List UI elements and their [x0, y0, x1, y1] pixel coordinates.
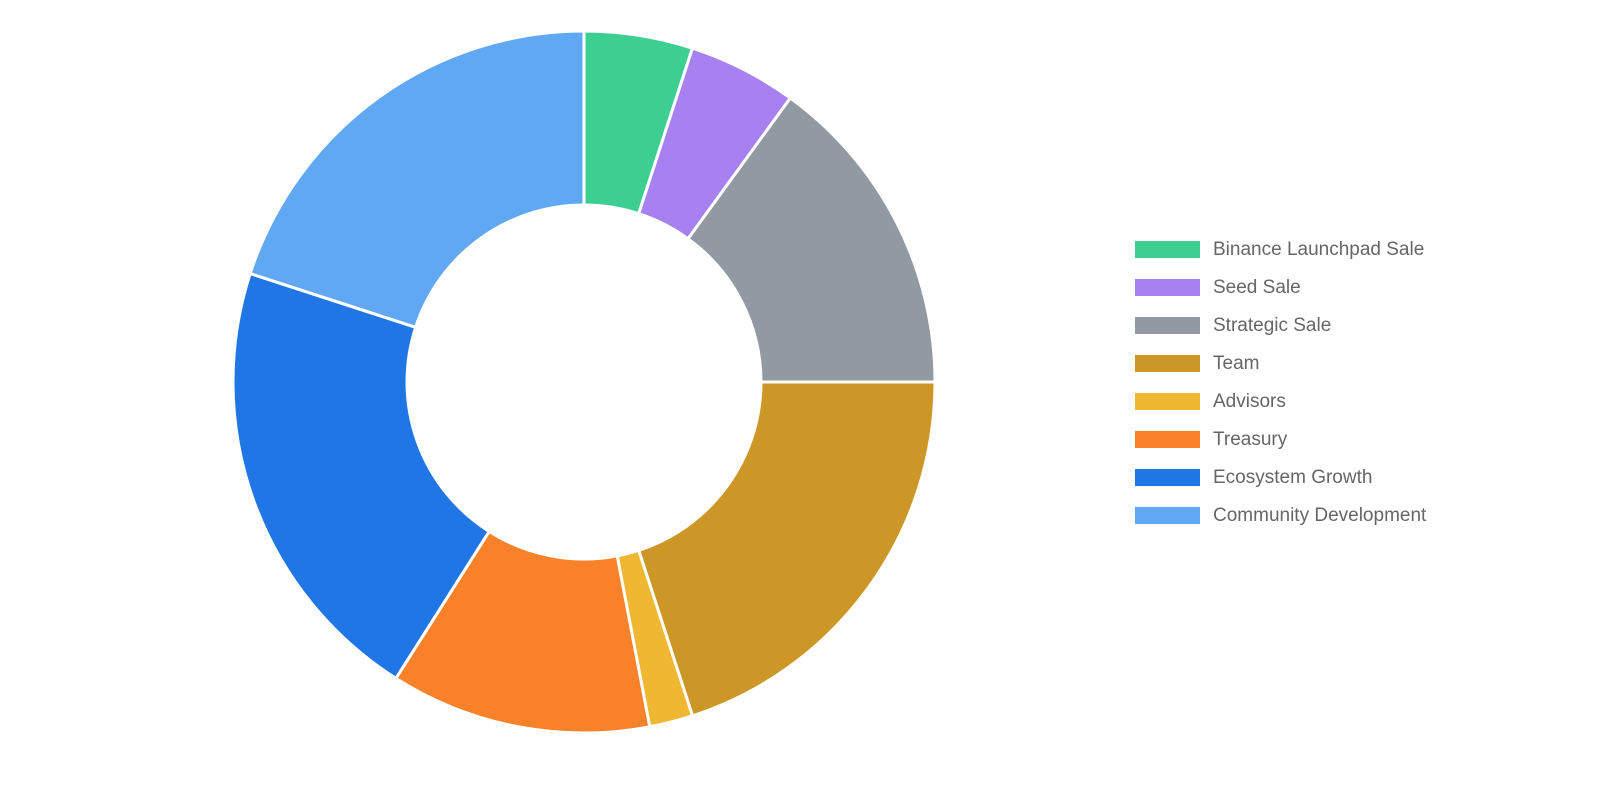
legend-swatch	[1135, 431, 1200, 448]
legend-label: Advisors	[1213, 391, 1286, 412]
legend-swatch	[1135, 469, 1200, 486]
doughnut-segment	[248, 29, 586, 330]
legend-swatch	[1135, 393, 1200, 410]
legend-label: Ecosystem Growth	[1213, 467, 1372, 488]
legend-swatch	[1135, 241, 1200, 258]
legend-label: Treasury	[1213, 429, 1288, 450]
doughnut-segment	[685, 95, 937, 384]
legend-swatch	[1135, 317, 1200, 334]
doughnut-segment	[231, 271, 492, 681]
legend-swatch	[1135, 279, 1200, 296]
legend-label: Binance Launchpad Sale	[1213, 239, 1424, 260]
legend-label: Seed Sale	[1213, 277, 1301, 298]
legend-label: Strategic Sale	[1213, 315, 1331, 336]
legend-swatch	[1135, 507, 1200, 524]
doughnut-segment	[636, 380, 937, 718]
legend-label: Team	[1213, 353, 1259, 374]
legend-label: Community Development	[1213, 505, 1427, 526]
legend-swatch	[1135, 355, 1200, 372]
